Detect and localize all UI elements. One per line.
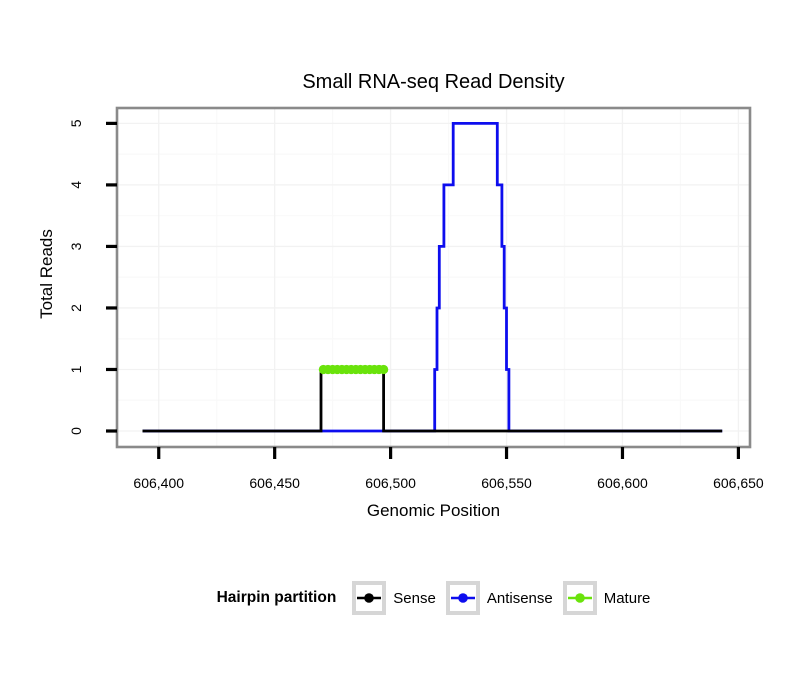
legend-entry-mature: Mature [562,581,651,615]
x-tick-label: 606,550 [481,475,532,491]
y-tick-label: 0 [68,427,84,435]
legend-title: Hairpin partition [216,589,337,606]
panel-border [115,106,752,449]
chart-canvas: 606,400 606,450 606,500 606,550 606,600 606,6… [68,106,764,491]
legend-key-glyph-icon [357,593,382,603]
legend-entry-sense: Sense [352,581,436,615]
legend-key-dot [574,593,585,603]
legend-label-mature: Mature [603,589,651,607]
legend-key-dot [458,593,468,603]
x-tick-label: 606,500 [365,475,416,491]
legend-label-antisense: Antisense [486,589,553,607]
legend-entry-antisense: Antisense [445,581,553,615]
gridlines [117,108,750,447]
y-tick-label: 1 [68,365,84,373]
legend-entries: Sense Antisense Mature [342,581,650,615]
chart-title: Small RNA-seq Read Density [302,71,565,93]
y-tick-label: 3 [68,242,84,250]
legend-key-antisense [445,581,480,615]
legend-key-dot [364,593,375,603]
x-axis-title: Genomic Position [366,501,501,520]
y-tick-label: 2 [68,304,84,312]
x-tick-label: 606,450 [249,475,300,491]
y-tick-label: 5 [68,119,84,127]
series-layer [142,122,723,433]
legend: Hairpin partition Sense Antisense Mature [117,581,750,615]
x-tick-label: 606,650 [713,475,764,491]
x-tick-label: 606,400 [133,475,184,491]
x-tick-label: 606,600 [597,475,648,491]
axis-ticks [106,121,741,459]
legend-key-mature [562,581,597,615]
legend-key-glyph-icon [567,593,592,603]
legend-key-glyph-icon [450,593,475,603]
series-line-antisense [142,122,723,433]
y-axis-title: Total Reads [37,229,56,319]
axis-tick-labels: 606,400 606,450 606,500 606,550 606,600 606,6… [68,119,764,491]
y-tick-label: 4 [68,181,84,189]
legend-key-sense [352,581,387,615]
legend-label-sense: Sense [393,589,436,607]
series-point-mature [379,364,389,375]
